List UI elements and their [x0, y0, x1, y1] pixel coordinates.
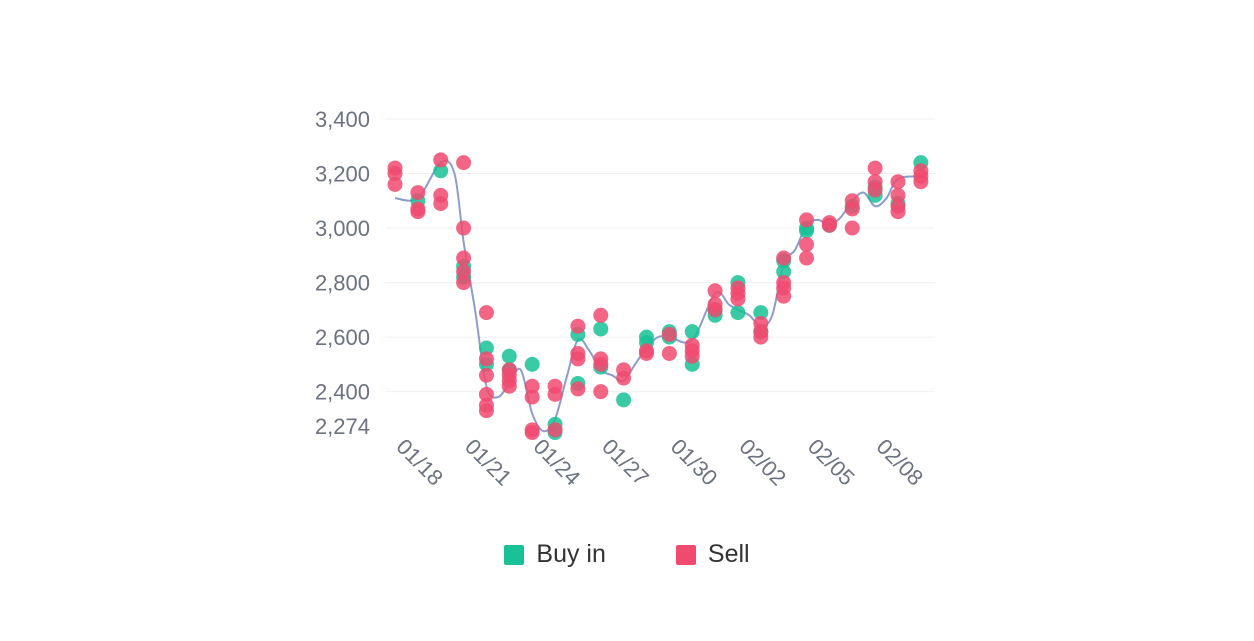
sell-point — [524, 425, 540, 441]
chart-legend: Buy in Sell — [0, 540, 1254, 569]
y-tick-label: 3,400 — [315, 107, 370, 132]
sell-point — [387, 166, 403, 182]
sell-point — [524, 378, 540, 394]
buy-point — [776, 264, 792, 280]
x-tick-label: 01/21 — [460, 434, 517, 491]
sell-point — [753, 329, 769, 345]
sell-point — [799, 250, 815, 266]
buy-point — [730, 305, 746, 321]
sell-point — [661, 326, 677, 342]
sell-point — [593, 384, 609, 400]
y-tick-label: 3,200 — [315, 162, 370, 187]
x-tick-label: 02/08 — [872, 434, 929, 491]
sell-point — [570, 381, 586, 397]
buy-point — [524, 356, 540, 372]
buy-point — [616, 392, 632, 408]
buy-point — [753, 305, 769, 321]
sell-point — [570, 351, 586, 367]
sell-point — [547, 422, 563, 438]
legend-swatch-sell — [675, 544, 696, 565]
price-scatter-chart: 2,274 2,400 2,600 2,800 3,000 3,200 3,400 01/18… — [315, 107, 935, 491]
sell-point — [707, 283, 723, 299]
sell-point — [890, 187, 906, 203]
sell-point — [730, 291, 746, 307]
trend-line — [394, 159, 921, 433]
sell-point — [478, 351, 494, 367]
legend-item-sell[interactable]: Sell — [675, 540, 750, 569]
sell-point — [890, 204, 906, 220]
sell-point — [387, 176, 403, 192]
sell-point — [799, 212, 815, 228]
y-tick-label: 3,000 — [315, 216, 370, 241]
legend-swatch-buy — [504, 544, 525, 565]
sell-point — [867, 182, 883, 198]
sell-point — [616, 370, 632, 386]
sell-point — [433, 196, 449, 212]
sell-point — [776, 288, 792, 304]
sell-point — [570, 318, 586, 334]
buy-point — [684, 324, 700, 340]
sell-point — [913, 174, 929, 190]
buy-point — [478, 340, 494, 356]
sell-point — [478, 305, 494, 321]
x-tick-label: 02/05 — [803, 434, 860, 491]
sell-point — [844, 220, 860, 236]
buy-point — [501, 348, 517, 364]
sell-point — [501, 378, 517, 394]
sell-point — [593, 356, 609, 372]
sell-point — [867, 160, 883, 176]
sell-point — [456, 275, 472, 291]
sell-point — [478, 403, 494, 419]
buy-point — [433, 163, 449, 179]
x-tick-label: 01/24 — [529, 434, 586, 491]
sell-point — [410, 204, 426, 220]
x-tick-label: 02/02 — [734, 434, 791, 491]
sell-point — [638, 343, 654, 359]
sell-point — [410, 185, 426, 201]
sell-point — [547, 386, 563, 402]
sell-point — [661, 345, 677, 361]
sell-point — [524, 389, 540, 405]
y-tick-label: 2,800 — [315, 271, 370, 296]
sell-point — [890, 174, 906, 190]
sell-point — [707, 302, 723, 318]
sell-point — [821, 217, 837, 233]
sell-point — [478, 367, 494, 383]
legend-item-buy[interactable]: Buy in — [504, 540, 606, 569]
sell-point — [684, 348, 700, 364]
sell-point — [776, 250, 792, 266]
sell-point — [456, 155, 472, 171]
sell-point — [456, 264, 472, 280]
y-tick-label: 2,600 — [315, 325, 370, 350]
sell-point — [593, 307, 609, 323]
sell-point — [844, 201, 860, 217]
buy-point — [593, 321, 609, 337]
y-tick-label: 2,400 — [315, 380, 370, 405]
legend-label-sell: Sell — [707, 540, 750, 568]
sell-point — [456, 250, 472, 266]
x-tick-label: 01/27 — [597, 434, 654, 491]
sell-point — [799, 236, 815, 252]
x-tick-label: 01/30 — [666, 434, 723, 491]
x-tick-label: 01/18 — [391, 434, 448, 491]
y-tick-label: 2,274 — [315, 414, 370, 439]
legend-label-buy: Buy in — [536, 540, 606, 568]
sell-point — [478, 386, 494, 402]
sell-point — [433, 152, 449, 168]
sell-point — [456, 220, 472, 236]
